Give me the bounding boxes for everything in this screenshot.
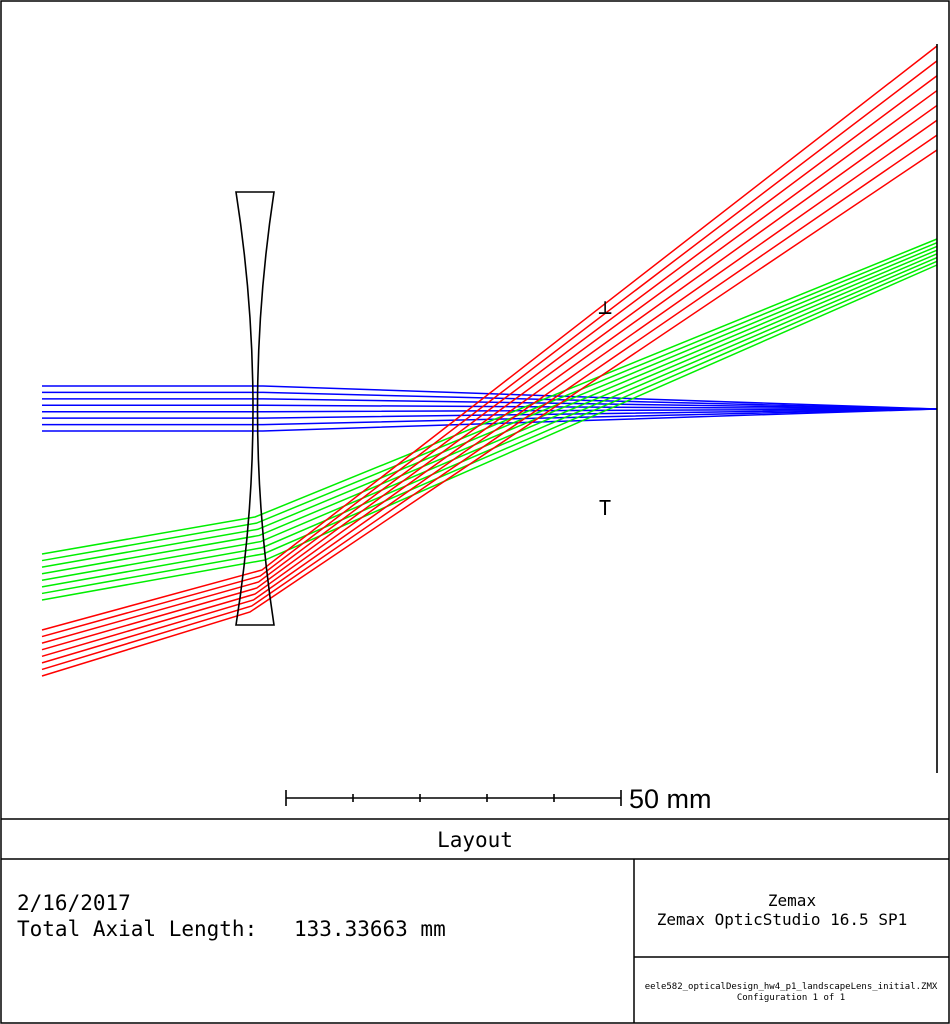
ray-field-1 <box>42 404 938 410</box>
ray-field-2 <box>41 260 938 595</box>
axial-length-label: Total Axial Length: <box>17 917 257 941</box>
axial-length-value: 133.33663 mm <box>294 917 446 941</box>
plot-title: Layout <box>437 828 513 852</box>
vendor-product: Zemax OpticStudio 16.5 SP1 <box>657 910 907 929</box>
ray-field-2 <box>41 249 938 575</box>
ray-field-3 <box>41 104 938 658</box>
ray-field-2 <box>41 245 938 568</box>
ray-field-1 <box>42 408 938 426</box>
scale-bar <box>285 790 622 806</box>
ray-field-1 <box>42 408 938 419</box>
ray-field-2 <box>41 256 938 588</box>
vendor-company: Zemax <box>768 891 817 910</box>
ray-trace <box>41 45 938 677</box>
ray-field-3 <box>41 134 938 671</box>
ray-field-1 <box>42 408 938 432</box>
date-label: 2/16/2017 <box>17 891 131 915</box>
file-name: eele582_opticalDesign_hw4_p1_landscapeLe… <box>645 982 938 992</box>
ray-field-3 <box>41 119 938 664</box>
ray-field-3 <box>41 149 938 677</box>
top-marker: ┴ <box>598 301 612 325</box>
configuration-label: Configuration 1 of 1 <box>737 993 845 1003</box>
ray-field-3 <box>41 75 938 644</box>
lens-element <box>235 191 275 626</box>
ray-field-1 <box>42 391 938 410</box>
ray-field-2 <box>41 238 938 555</box>
ray-field-1 <box>42 385 938 410</box>
scale-bar-label: 50 mm <box>629 784 712 814</box>
ray-field-2 <box>41 253 938 582</box>
bottom-marker: T <box>599 496 611 520</box>
ray-field-1 <box>42 398 938 410</box>
ray-field-3 <box>41 45 938 631</box>
ray-field-1 <box>42 408 938 413</box>
ray-field-3 <box>41 60 938 638</box>
ray-field-3 <box>41 89 938 651</box>
ray-field-2 <box>41 242 938 562</box>
